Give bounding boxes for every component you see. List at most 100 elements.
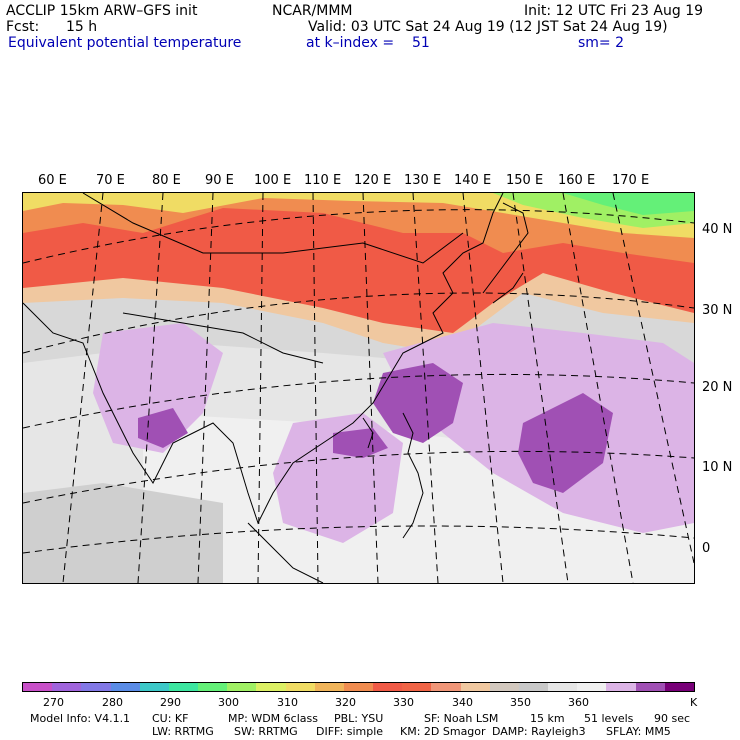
fcst-label: Fcst: xyxy=(6,19,40,35)
pbl-scheme: PBL: YSU xyxy=(334,712,384,725)
lat-line xyxy=(23,209,694,264)
theta-e-map xyxy=(22,192,695,584)
graticule xyxy=(23,193,694,583)
colorbar-label: 290 xyxy=(160,696,181,709)
resolution: 15 km xyxy=(530,712,565,725)
colorbar-swatch xyxy=(373,683,403,691)
lon-label: 170 E xyxy=(612,173,650,188)
border-north xyxy=(82,193,464,264)
level-value: 51 xyxy=(412,35,430,51)
lon-line xyxy=(612,193,694,564)
colorbar-swatch xyxy=(518,683,549,691)
mp-scheme: MP: WDM 6class xyxy=(228,712,318,725)
model-title: ACCLIP 15km ARW–GFS init xyxy=(6,3,198,19)
region-purple-east xyxy=(518,393,613,493)
map-canvas xyxy=(23,193,694,583)
coastline-taiwan xyxy=(362,417,374,449)
field-name: Equivalent potential temperature xyxy=(8,35,242,51)
sf-scheme: SF: Noah LSM xyxy=(424,712,499,725)
coastline-japan xyxy=(482,202,529,294)
lat-label: 0 xyxy=(702,541,711,556)
colorbar-swatch xyxy=(343,683,374,691)
fcst-value: 15 h xyxy=(66,19,98,35)
levels: 51 levels xyxy=(584,712,634,725)
region-green xyxy=(563,193,694,215)
diff-scheme: DIFF: simple xyxy=(316,725,384,738)
lon-label: 110 E xyxy=(304,173,342,188)
sw-scheme: SW: RRTMG xyxy=(234,725,298,738)
lon-label: 70 E xyxy=(96,173,125,188)
lon-label: 120 E xyxy=(354,173,392,188)
init-time: Init: 12 UTC Fri 23 Aug 19 xyxy=(524,3,704,19)
colorbar-label: 310 xyxy=(277,696,298,709)
colorbar-label: 280 xyxy=(102,696,123,709)
lon-line xyxy=(562,193,634,583)
sflay-scheme: SFLAY: MM5 xyxy=(606,725,671,738)
lon-line xyxy=(62,193,104,583)
lon-line xyxy=(362,193,379,583)
colorbar-label: 360 xyxy=(568,696,589,709)
lat-line xyxy=(23,373,694,429)
lon-label: 100 E xyxy=(254,173,292,188)
lon-line xyxy=(312,193,319,583)
lat-label: 10 N xyxy=(702,460,733,475)
smoothing-label: sm= 2 xyxy=(578,35,625,51)
lat-line xyxy=(23,450,694,504)
colorbar-swatch xyxy=(256,683,286,691)
colorbar-swatch xyxy=(489,683,519,691)
colorbar-swatch xyxy=(227,683,257,691)
colorbar-swatch xyxy=(460,683,490,691)
org-label: NCAR/MMM xyxy=(272,3,353,19)
lat-line xyxy=(23,525,694,554)
colorbar-swatch xyxy=(285,683,315,691)
lon-label: 160 E xyxy=(558,173,596,188)
lon-label: 140 E xyxy=(454,173,492,188)
colorbar-swatch xyxy=(81,683,111,691)
region-purple-scs xyxy=(333,428,388,458)
colorbar-swatch xyxy=(635,683,665,691)
lon-label: 80 E xyxy=(152,173,181,188)
colorbar-swatch xyxy=(431,683,461,691)
lon-line xyxy=(197,193,214,583)
colorbar-label: 340 xyxy=(452,696,473,709)
colorbar-swatch xyxy=(198,683,228,691)
lon-label: 90 E xyxy=(205,173,234,188)
coastlines xyxy=(23,193,529,583)
lon-line xyxy=(462,193,504,583)
region-purple-typhoon xyxy=(373,363,463,443)
colorbar-swatch xyxy=(402,683,432,691)
colorbar-swatch xyxy=(52,683,82,691)
lon-label: 130 E xyxy=(404,173,442,188)
colorbar-swatch xyxy=(110,683,140,691)
lat-label: 40 N xyxy=(702,222,733,237)
lon-label: 60 E xyxy=(38,173,67,188)
colorbar-swatch xyxy=(577,683,607,691)
colorbar-swatch xyxy=(664,683,694,691)
colorbar-label: 350 xyxy=(510,696,531,709)
lon-line xyxy=(512,193,569,583)
model-info: Model Info: V4.1.1 xyxy=(30,712,131,725)
border-himalaya xyxy=(122,312,324,364)
colorbar-label: 320 xyxy=(335,696,356,709)
cu-scheme: CU: KF xyxy=(152,712,189,725)
level-label: at k–index = xyxy=(306,35,395,51)
valid-time: Valid: 03 UTC Sat 24 Aug 19 (12 JST Sat … xyxy=(308,19,668,35)
colorbar-swatch xyxy=(23,683,53,691)
colorbar xyxy=(22,682,695,692)
timestep: 90 sec xyxy=(654,712,691,725)
colorbar-swatch xyxy=(139,683,169,691)
lon-label: 150 E xyxy=(506,173,544,188)
colorbar-swatch xyxy=(606,683,636,691)
colorbar-label: 270 xyxy=(43,696,64,709)
colorbar-swatch xyxy=(548,683,578,691)
region-purple-bay xyxy=(138,408,188,448)
colorbar-swatch xyxy=(314,683,344,691)
km-scheme: KM: 2D Smagor xyxy=(400,725,486,738)
lon-line xyxy=(137,193,164,583)
coastline-philippines xyxy=(402,412,424,539)
lon-line xyxy=(412,193,439,583)
lat-label: 30 N xyxy=(702,303,733,318)
colorbar-label: 330 xyxy=(393,696,414,709)
coastline-mainland xyxy=(23,193,504,525)
coastline-malay xyxy=(247,522,324,583)
